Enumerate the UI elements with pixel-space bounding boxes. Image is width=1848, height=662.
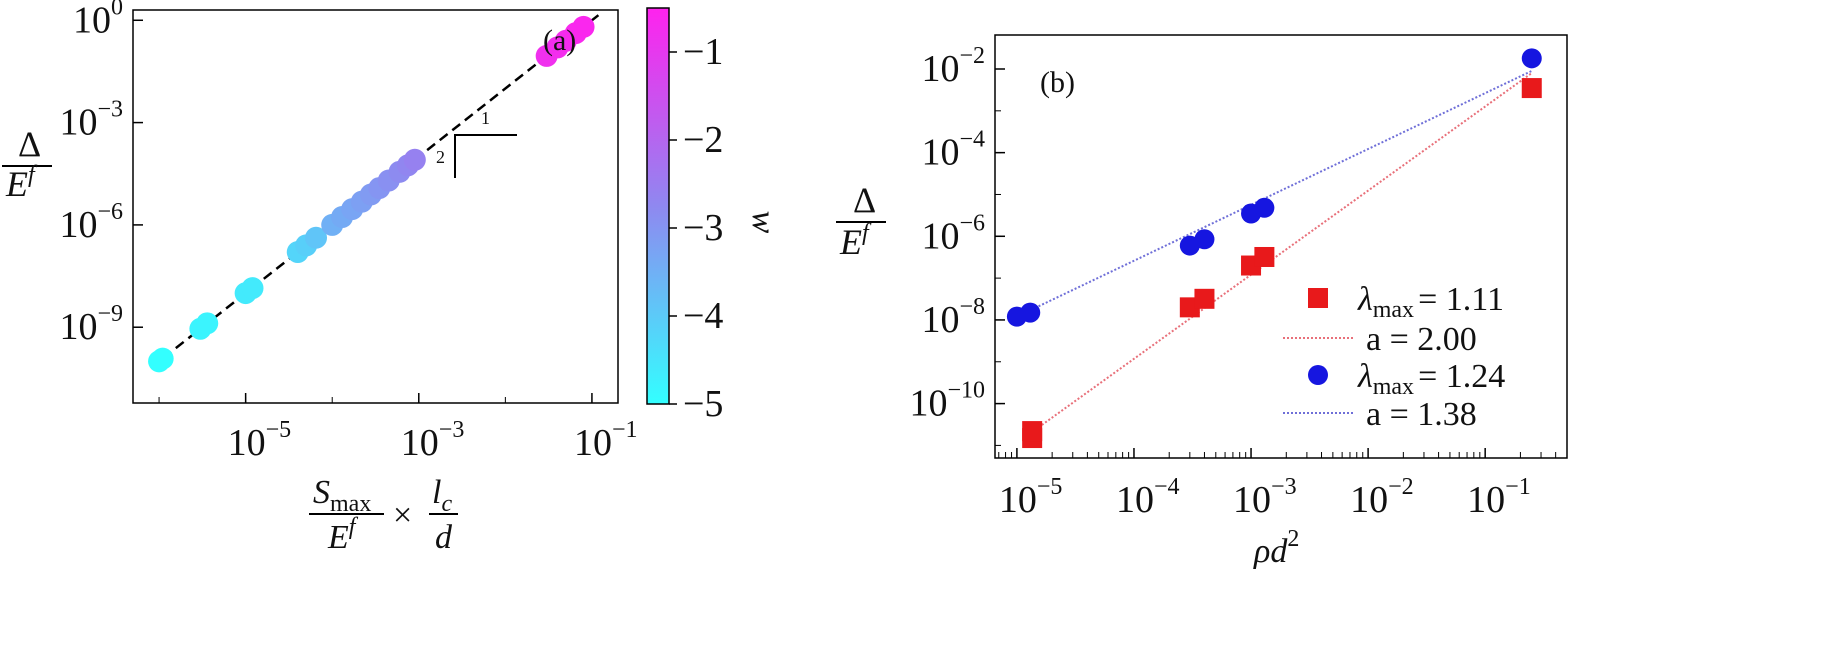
panel-b-x-ticks: 10−5 10−4 10−3 10−2 10−1 <box>998 448 1568 521</box>
panel-b-y-ticks: 10−10 10−8 10−6 10−4 10−2 <box>909 43 1005 446</box>
x-tick-label: 10−4 <box>1116 474 1180 521</box>
panel-a-point <box>151 347 174 370</box>
panel-b-x-label: ρd2 <box>1253 526 1299 570</box>
panel-a-plot-area <box>148 13 600 373</box>
slope-rise-label: 2 <box>436 147 445 167</box>
y-tick-label: 100 <box>73 0 123 41</box>
series-1-point <box>1521 78 1542 99</box>
colorbar-label: w <box>745 211 782 234</box>
colorbar-tick-label: −5 <box>683 383 723 425</box>
series-1-point <box>1022 421 1043 442</box>
panel-b: 10−5 10−4 10−3 10−2 10−1 10−1010−810−610−410… <box>836 34 1568 570</box>
series-2-point <box>1194 229 1215 250</box>
legend-marker-series-1 <box>1308 288 1328 308</box>
x-tick-label: 10−1 <box>1467 474 1531 521</box>
legend-marker-series-2 <box>1308 365 1328 385</box>
x-label-smax: Smax <box>313 474 371 517</box>
series-1-point <box>1194 288 1215 309</box>
x-tick-label: 10−5 <box>999 474 1063 521</box>
panel-a: 10−5 10−3 10−1 10−9 10−6 10−3 100 (a) 1 2 Δ E… <box>2 0 782 556</box>
y-tick-label: 10−6 <box>921 210 985 257</box>
colorbar-tick-label: −2 <box>683 119 723 161</box>
y-tick-label: 10−6 <box>59 199 123 246</box>
panel-a-label: (a) <box>543 24 576 57</box>
x-label-ef: Ef <box>327 514 359 556</box>
colorbar-tick-label: −4 <box>683 295 723 337</box>
x-tick-label: 10−2 <box>1350 474 1414 521</box>
series-2-point <box>1020 302 1041 323</box>
fit-line-series-1 <box>1031 72 1533 433</box>
series-1-point <box>1254 246 1275 267</box>
x-label-lc: lc <box>432 474 452 517</box>
panel-a-points <box>148 15 595 373</box>
y-tick-label: 10−3 <box>59 97 123 144</box>
panel-a-x-ticks: 10−5 10−3 10−1 <box>158 393 638 464</box>
slope-run-label: 1 <box>481 108 490 128</box>
panel-b-y-label-denominator: Ef <box>839 220 872 262</box>
panel-a-y-label-denominator: Ef <box>5 162 38 204</box>
x-tick-label: 10−5 <box>228 417 292 464</box>
panel-b-points <box>1006 48 1542 449</box>
panel-a-y-ticks: 10−9 10−6 10−3 100 <box>59 0 143 348</box>
panel-b-y-label-numerator: Δ <box>853 180 876 220</box>
panel-a-y-label: Δ Ef <box>2 124 52 204</box>
slope-triangle-shape <box>454 134 517 178</box>
panel-a-y-label-numerator: Δ <box>18 124 41 164</box>
panel-a-point <box>572 15 595 38</box>
legend-label-series-1: λmax = 1.11 <box>1357 281 1504 323</box>
x-tick-label: 10−3 <box>401 417 465 464</box>
colorbar-ticks: −1 −2 −3 −4 −5 <box>669 31 723 425</box>
legend-fit-label-series-1: a = 2.00 <box>1366 321 1477 358</box>
series-2-point <box>1521 48 1542 69</box>
x-label-d: d <box>435 519 453 556</box>
x-tick-label: 10−1 <box>574 417 638 464</box>
slope-triangle: 1 2 <box>436 108 517 178</box>
y-tick-label: 10−9 <box>59 301 123 348</box>
y-tick-label: 10−10 <box>909 378 985 425</box>
x-tick-label: 10−3 <box>1233 474 1297 521</box>
colorbar: −1 −2 −3 −4 −5 w <box>646 7 782 425</box>
panel-a-point <box>196 312 219 335</box>
panel-a-x-label: Smax Ef × lc d <box>309 474 458 556</box>
colorbar-tick-label: −3 <box>683 207 723 249</box>
fit-line-series-2 <box>1016 70 1533 318</box>
colorbar-gradient <box>646 7 670 405</box>
panel-a-frame <box>132 9 619 404</box>
y-tick-label: 10−8 <box>921 294 985 341</box>
legend-fit-label-series-2: a = 1.38 <box>1366 396 1477 433</box>
y-tick-label: 10−2 <box>921 43 985 90</box>
colorbar-tick-label: −1 <box>683 31 723 73</box>
panel-a-point <box>241 277 264 300</box>
legend-label-series-2: λmax = 1.24 <box>1357 358 1505 400</box>
y-tick-label: 10−4 <box>921 127 985 174</box>
x-label-times: × <box>393 497 412 534</box>
panel-b-y-label: Δ Ef <box>836 180 886 262</box>
panel-b-legend: λmax = 1.11 a = 2.00 λmax = 1.24 a = 1.38 <box>1283 281 1505 433</box>
panel-b-plot-area <box>1006 48 1542 449</box>
panel-b-label: (b) <box>1040 66 1075 99</box>
panel-a-point <box>403 148 426 171</box>
panel-b-frame <box>994 34 1568 459</box>
series-2-point <box>1254 197 1275 218</box>
panel-b-fit-lines <box>1016 70 1533 433</box>
panel-a-point <box>305 226 328 249</box>
